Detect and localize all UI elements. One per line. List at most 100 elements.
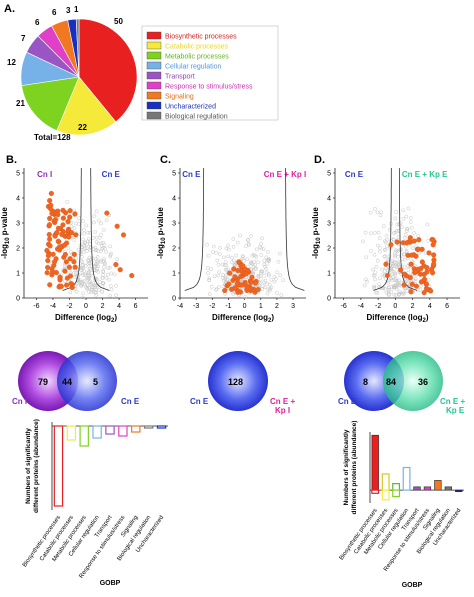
data-point-nonsig [104, 218, 109, 223]
data-point-nonsig [389, 289, 394, 294]
data-point-nonsig [267, 273, 271, 278]
data-point-nonsig [259, 269, 263, 274]
data-point-nonsig [89, 290, 94, 294]
pie-value-label-22: 22 [78, 123, 87, 132]
data-point-nonsig [267, 282, 272, 287]
significance-threshold-curve [285, 168, 305, 291]
data-point-significant [232, 285, 238, 291]
data-point-nonsig [76, 281, 81, 286]
y-tick-label: 2 [172, 246, 176, 253]
data-point-significant [67, 214, 73, 220]
data-point-nonsig [371, 273, 376, 278]
data-point-nonsig [84, 223, 88, 228]
data-point-nonsig [76, 277, 80, 281]
data-point-significant [398, 267, 404, 273]
data-point-nonsig [268, 288, 272, 293]
x-tick-label: 6 [134, 303, 138, 310]
data-point-nonsig [84, 246, 89, 251]
data-point-nonsig [416, 234, 420, 238]
x-tick-label: -2 [375, 303, 381, 310]
data-point-nonsig [397, 293, 402, 297]
data-point-nonsig [403, 244, 408, 249]
data-point-nonsig [104, 276, 109, 280]
data-point-nonsig [363, 230, 368, 235]
data-point-significant [63, 259, 69, 265]
data-point-nonsig [226, 243, 231, 248]
x-tick-label: 3 [291, 303, 295, 310]
data-point-nonsig [89, 245, 93, 250]
panel-label-a: A. [4, 3, 15, 15]
data-point-nonsig [96, 218, 101, 223]
x-axis-label: Difference (log2) [366, 313, 428, 324]
data-point-nonsig [74, 289, 79, 294]
x-tick-label: -2 [209, 303, 215, 310]
data-point-nonsig [215, 258, 220, 263]
bar-catabolic-processes [66, 425, 77, 441]
data-point-significant [235, 289, 241, 295]
data-point-nonsig [101, 228, 106, 232]
volcano-left-condition: Cn E [182, 170, 201, 179]
legend-label: Signaling [165, 94, 194, 101]
data-point-significant [428, 288, 434, 294]
data-point-nonsig [106, 272, 110, 277]
x-tick-label: -1 [225, 303, 231, 310]
data-point-nonsig [80, 282, 84, 287]
legend-label: Transport [165, 74, 195, 81]
data-point-nonsig [411, 278, 416, 283]
data-point-significant [45, 264, 51, 271]
legend-label: Catabolic processes [165, 44, 229, 51]
bar-biological-regulation [444, 486, 452, 491]
y-axis-label-line-1: Numbers of significantly [25, 428, 32, 504]
pie-value-label-50: 50 [114, 17, 123, 26]
venn-circle-cn-e [57, 351, 117, 411]
data-point-nonsig [264, 266, 268, 271]
data-point-nonsig [107, 277, 111, 282]
data-point-nonsig [390, 259, 395, 263]
data-point-significant [236, 259, 242, 265]
data-point-nonsig [88, 266, 93, 271]
data-point-nonsig [375, 290, 380, 295]
data-point-significant [408, 289, 414, 295]
bar-signaling [434, 480, 442, 491]
x-tick-label: 4 [428, 303, 432, 310]
data-point-nonsig [369, 249, 373, 253]
data-point-significant [47, 215, 53, 221]
data-point-nonsig [378, 249, 382, 254]
data-point-significant [227, 270, 233, 276]
legend-swatch [146, 101, 162, 110]
data-point-significant [421, 290, 427, 296]
data-point-nonsig [89, 287, 94, 292]
venn-c-right-label-2: Kp I [275, 406, 290, 415]
data-point-significant [47, 243, 53, 249]
data-point-significant [117, 267, 123, 273]
data-point-nonsig [375, 258, 380, 263]
data-point-nonsig [263, 264, 267, 269]
data-point-nonsig [223, 275, 228, 280]
data-point-significant [235, 267, 241, 274]
data-point-nonsig [262, 285, 267, 290]
data-point-nonsig [392, 292, 397, 297]
data-point-nonsig [392, 251, 397, 255]
data-point-nonsig [395, 222, 400, 227]
panel-label-b: B. [6, 154, 17, 166]
data-point-nonsig [96, 270, 101, 274]
x-axis-label: GOBP [100, 580, 121, 587]
data-point-significant [50, 269, 56, 275]
data-point-nonsig [409, 225, 414, 230]
data-point-nonsig [69, 250, 73, 254]
legend-label: Metabolic processes [165, 54, 229, 61]
pie-value-label-21: 21 [16, 99, 25, 108]
data-point-nonsig [92, 220, 96, 225]
data-point-nonsig [251, 269, 256, 273]
y-tick-label: 0 [327, 296, 331, 303]
significance-threshold-curve [62, 168, 82, 291]
data-point-significant [60, 215, 66, 221]
data-point-nonsig [108, 253, 113, 257]
data-point-nonsig [72, 226, 77, 230]
data-point-nonsig [373, 270, 378, 275]
data-point-nonsig [214, 287, 219, 292]
data-point-nonsig [278, 273, 283, 278]
bar-transport [105, 425, 115, 435]
data-point-nonsig [94, 248, 98, 253]
data-point-nonsig [96, 249, 100, 253]
